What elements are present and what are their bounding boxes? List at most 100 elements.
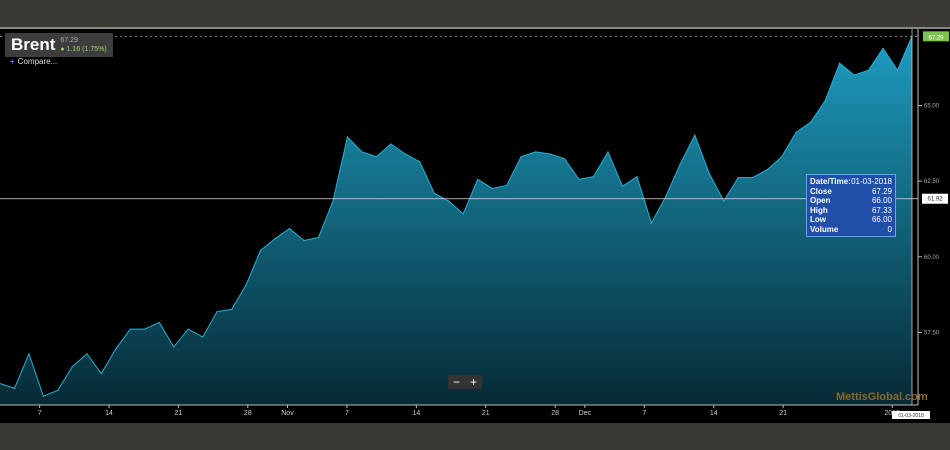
data-point xyxy=(535,151,537,153)
data-point xyxy=(216,310,218,313)
data-point xyxy=(28,353,30,355)
crosshair-value-label: 61.92 xyxy=(927,197,943,203)
data-point xyxy=(679,163,681,165)
compare-button[interactable]: + Compare... xyxy=(10,57,57,66)
price-change: 1.16 (1.75%) xyxy=(66,46,107,53)
tooltip-row: Date/Time: 01-03-2018 xyxy=(810,177,892,186)
data-point xyxy=(433,192,435,194)
data-point xyxy=(245,284,247,286)
compare-label: Compare... xyxy=(17,57,58,66)
tooltip: Date/Time: 01-03-2018 Close 67.29 Open 66.0… xyxy=(806,174,896,237)
data-point xyxy=(578,178,580,180)
data-point xyxy=(650,222,653,224)
chart-frame: 67.29 57.50 60.00 62.50 65.00 7 14 21 28 Nov 7 14 21… xyxy=(0,27,950,423)
data-point xyxy=(259,249,262,252)
data-point xyxy=(607,151,609,153)
x-tick-label: 14 xyxy=(710,410,718,417)
y-tick-label: 65.00 xyxy=(924,104,940,110)
tooltip-row: Low 66.00 xyxy=(810,215,892,224)
price-area xyxy=(0,36,912,405)
data-point xyxy=(317,236,320,239)
data-point xyxy=(723,200,725,202)
price-chart[interactable]: 67.29 57.50 60.00 62.50 65.00 7 14 21 28 Nov 7 14 21… xyxy=(0,29,950,423)
data-point xyxy=(57,389,59,391)
x-tick-label: 14 xyxy=(412,410,420,417)
data-point xyxy=(795,131,797,133)
symbol-name: Brent xyxy=(11,35,56,54)
x-tick-label: Dec xyxy=(579,410,592,417)
up-arrow-icon: ● xyxy=(60,46,65,53)
plus-icon: + xyxy=(10,57,15,66)
data-point xyxy=(274,238,276,240)
data-point xyxy=(346,136,349,138)
data-point xyxy=(288,228,291,230)
data-point xyxy=(448,200,450,202)
last-price-tag xyxy=(923,31,949,42)
zoom-in-button[interactable]: + xyxy=(469,375,477,389)
y-tick-label: 57.50 xyxy=(924,330,940,336)
data-point xyxy=(752,176,754,179)
data-point xyxy=(231,308,233,311)
data-point xyxy=(781,156,783,158)
data-point xyxy=(390,143,392,145)
data-point xyxy=(592,176,595,178)
data-point xyxy=(853,74,855,76)
last-price: 67.29 xyxy=(60,37,78,44)
data-point xyxy=(71,365,73,368)
data-point xyxy=(549,153,551,155)
x-tick-label: 7 xyxy=(345,410,349,417)
data-point xyxy=(404,153,406,155)
data-point xyxy=(202,336,204,338)
x-tick-label: 7 xyxy=(642,410,646,417)
x-tick-label: Nov xyxy=(281,410,294,417)
data-point xyxy=(332,200,334,202)
crosshair-value-tag xyxy=(922,193,948,204)
data-point xyxy=(419,161,421,163)
watermark: MettisGlobal.com xyxy=(836,391,928,403)
tooltip-row: High 67.33 xyxy=(810,205,892,215)
data-point xyxy=(766,169,768,171)
x-tick-label: 21 xyxy=(779,410,787,417)
data-point xyxy=(737,176,739,179)
x-tick-label: 21 xyxy=(482,410,490,417)
x-tick-label: 14 xyxy=(105,410,113,417)
data-point xyxy=(491,187,493,190)
data-point xyxy=(303,239,305,242)
data-point xyxy=(694,134,696,136)
x-tick-label: 7 xyxy=(38,410,42,417)
data-point xyxy=(882,47,884,50)
data-point xyxy=(506,184,508,187)
x-tick-label: 28 xyxy=(244,410,252,417)
y-tick-label: 60.00 xyxy=(924,255,940,261)
data-point xyxy=(375,156,377,158)
data-point xyxy=(158,321,160,324)
data-point xyxy=(144,328,146,330)
data-point xyxy=(100,372,102,375)
price-line xyxy=(0,36,913,397)
data-point xyxy=(115,348,117,350)
data-point xyxy=(129,328,131,330)
data-point xyxy=(13,387,16,389)
data-point xyxy=(867,69,870,71)
data-point xyxy=(477,178,479,180)
data-point xyxy=(896,69,899,71)
x-tick-label: 28 xyxy=(551,410,559,417)
crosshair-date-label: 01-03-2018 xyxy=(898,413,924,419)
data-point xyxy=(636,176,638,178)
x-tick-label: 21 xyxy=(175,410,183,417)
zoom-out-button[interactable]: − xyxy=(452,375,460,389)
data-point xyxy=(563,158,566,160)
data-point xyxy=(42,395,45,397)
data-point xyxy=(708,173,710,175)
data-point xyxy=(462,213,464,215)
tooltip-row: Volume 0 xyxy=(810,224,892,234)
data-point xyxy=(173,346,175,348)
data-point xyxy=(621,185,624,187)
data-point xyxy=(187,328,189,330)
data-point xyxy=(0,382,1,385)
data-point xyxy=(839,62,841,64)
tooltip-row: Close 67.29 xyxy=(810,186,892,196)
symbol-header: Brent 67.29 ● 1.16 (1.75%) xyxy=(5,33,113,57)
data-point xyxy=(665,195,667,197)
data-point xyxy=(520,156,522,158)
